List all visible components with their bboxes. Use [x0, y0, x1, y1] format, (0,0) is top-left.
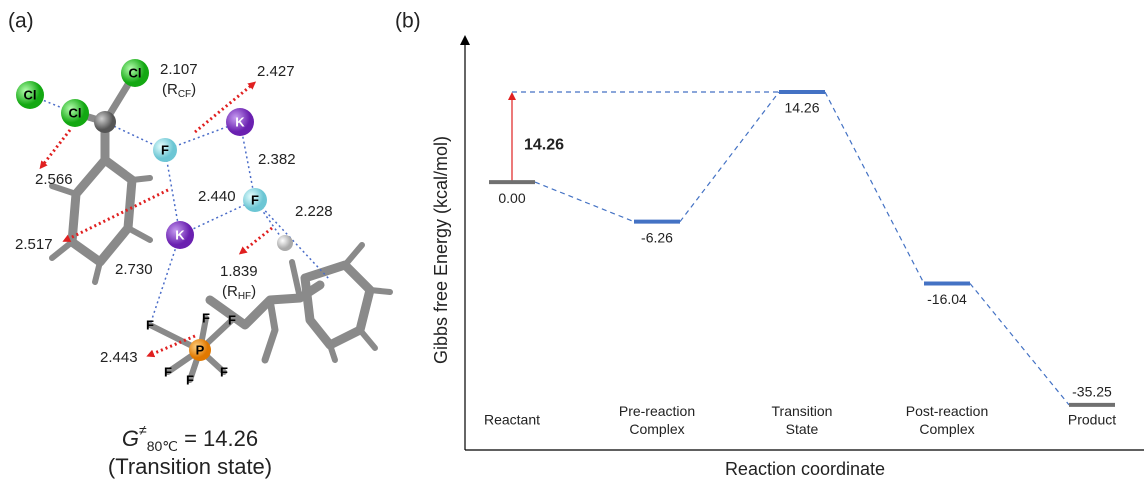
- connector: [825, 92, 924, 283]
- value-label: 0.00: [498, 190, 525, 206]
- atom-label: F: [220, 364, 228, 379]
- panel-label: (b): [395, 10, 421, 33]
- energy-diagram: Gibbs free Energy (kcal/mol) Reaction coo…: [431, 40, 1144, 479]
- text-part: G: [122, 426, 139, 451]
- displacement-arrow: [242, 228, 272, 252]
- distance-label: 2.730: [115, 261, 153, 278]
- atom: [94, 111, 116, 133]
- atom-label: F: [146, 317, 154, 332]
- distance-label: 2.427: [257, 63, 295, 80]
- bond: [72, 160, 132, 262]
- text-part: ): [251, 283, 256, 300]
- y-axis-title: Gibbs free Energy (kcal/mol): [431, 136, 451, 364]
- text-part: HF: [238, 291, 251, 302]
- distance-label: 2.228: [295, 203, 333, 220]
- bond: [360, 330, 375, 348]
- bond: [95, 262, 100, 282]
- displacement-arrow: [66, 190, 168, 240]
- bond-label: (RCF): [162, 81, 196, 100]
- distance-label: 2.517: [15, 236, 53, 253]
- text-part: (R: [162, 81, 178, 98]
- text-part: (R: [222, 283, 238, 300]
- atom-label: F: [251, 192, 259, 207]
- category-label: Product: [1068, 412, 1116, 428]
- value-label: -6.26: [641, 229, 673, 245]
- atom-label: K: [175, 227, 185, 242]
- x-axis-title: Reaction coordinate: [725, 459, 885, 479]
- atom-label: F: [161, 142, 169, 157]
- distance-label: 2.566: [35, 171, 73, 188]
- value-label: -35.25: [1072, 384, 1112, 400]
- text-part: CF: [178, 89, 191, 100]
- atom-label: Cl: [24, 87, 37, 102]
- atom-label: K: [235, 114, 245, 129]
- bond: [128, 228, 150, 240]
- panel-label: (a): [8, 10, 34, 33]
- figure: (a) (b) ClClClFKFKFFFFFFP2.1072.4272.566…: [0, 0, 1144, 482]
- atom-label: Cl: [129, 65, 142, 80]
- bond-label: (RHF): [222, 283, 256, 302]
- atom-label: F: [228, 312, 236, 327]
- value-label: 14.26: [784, 100, 819, 116]
- atom-label: P: [196, 342, 205, 357]
- bond: [370, 290, 390, 292]
- distance-label: 2.382: [258, 151, 296, 168]
- bond: [345, 245, 362, 265]
- text-part: 80℃: [147, 438, 178, 454]
- text-part: ≠: [139, 422, 147, 438]
- distance-label: 2.107: [160, 61, 198, 78]
- caption: G≠80℃ = 14.26: [122, 422, 258, 454]
- category-label: Reactant: [484, 412, 540, 428]
- distance-label: 1.839: [220, 263, 258, 280]
- atom-label: F: [202, 310, 210, 325]
- contact: [150, 235, 180, 325]
- value-label: -16.04: [927, 291, 967, 307]
- connector: [970, 283, 1069, 404]
- bond: [52, 242, 72, 258]
- displacement-arrow: [42, 130, 70, 166]
- distance-label: 2.440: [198, 188, 236, 205]
- caption: (Transition state): [108, 454, 272, 479]
- connector: [680, 92, 779, 222]
- atom: [277, 235, 293, 251]
- bond: [132, 178, 150, 180]
- connector: [535, 182, 634, 222]
- barrier-label: 14.26: [524, 136, 564, 153]
- text-part: = 14.26: [178, 426, 258, 451]
- atom-label: F: [186, 372, 194, 387]
- atom-label: F: [164, 364, 172, 379]
- text-part: ): [191, 81, 196, 98]
- distance-label: 2.443: [100, 349, 138, 366]
- bond: [292, 262, 300, 298]
- atom-label: Cl: [69, 105, 82, 120]
